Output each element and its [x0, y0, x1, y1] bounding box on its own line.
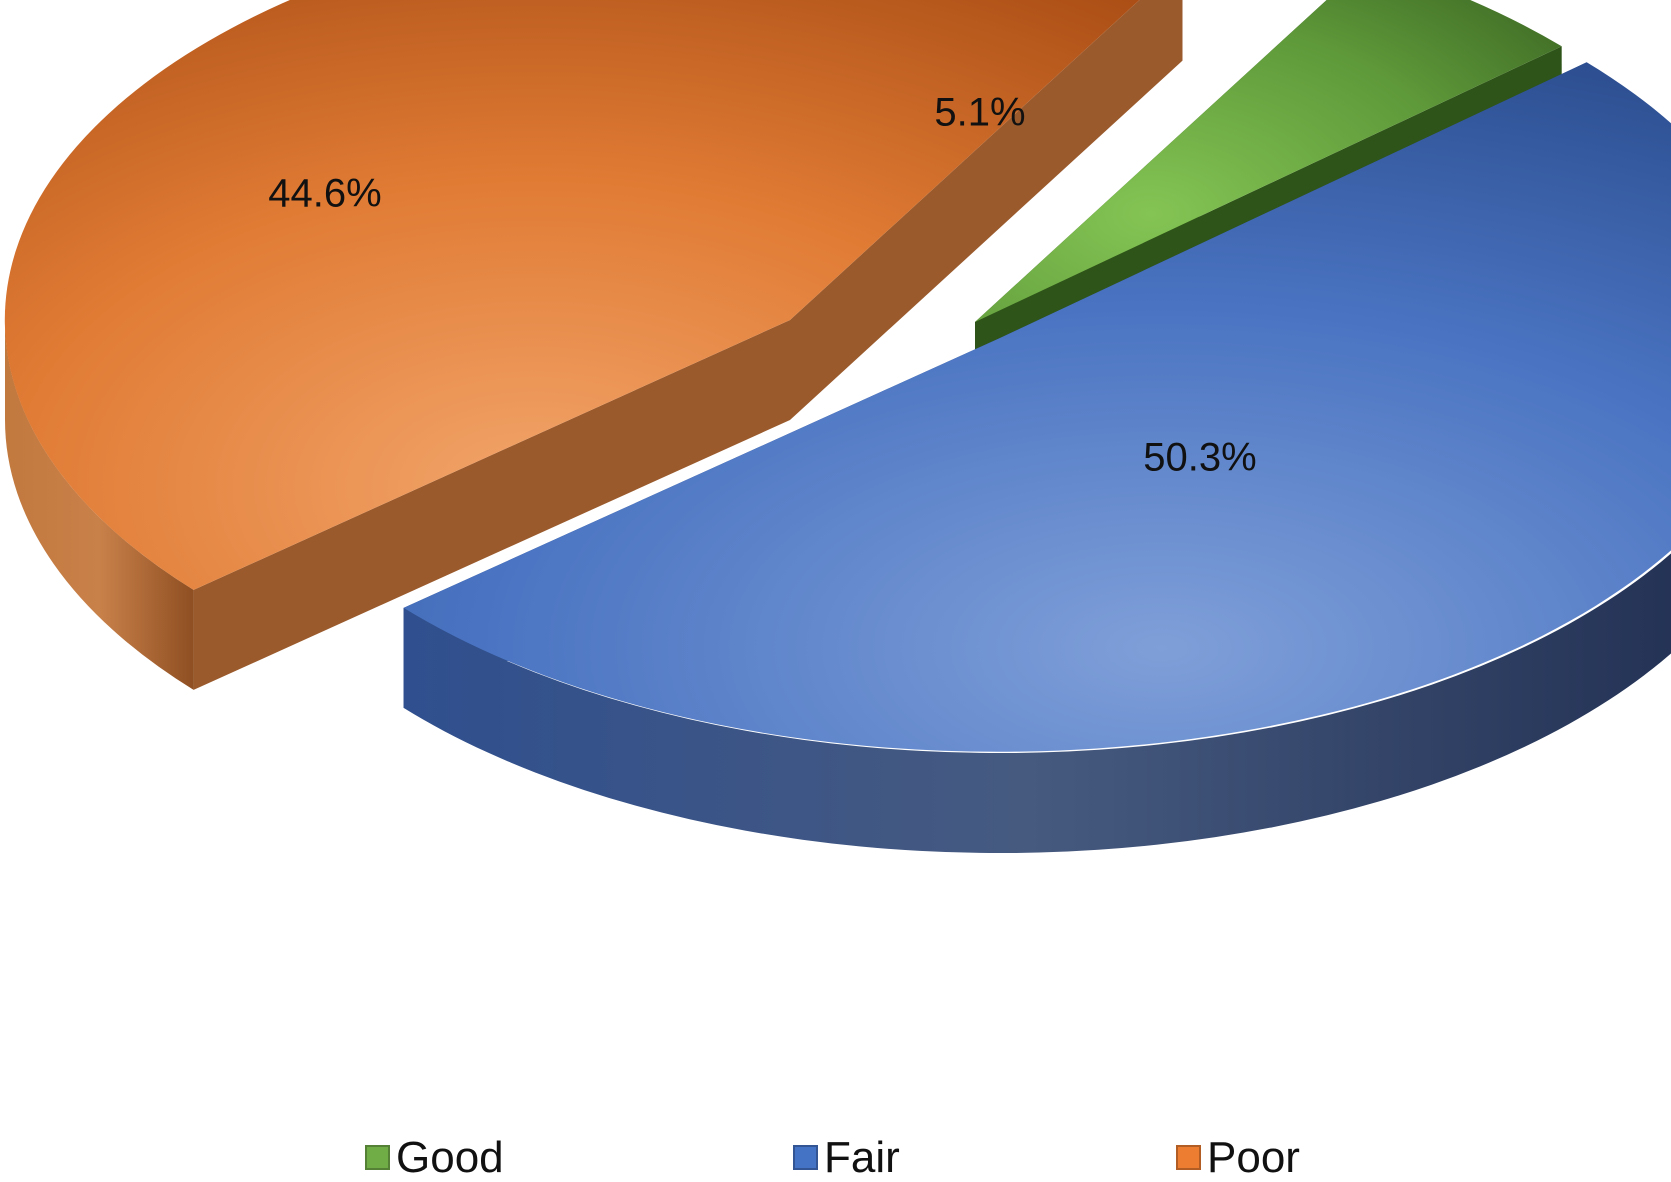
legend-swatch-fair	[793, 1145, 818, 1170]
data-label-poor: 44.6%	[268, 172, 381, 216]
pie-slice-poor-side	[4, 320, 194, 690]
legend-swatch-good	[365, 1145, 390, 1170]
pie-slice-poor-cut-face-end	[790, 0, 1183, 420]
data-label-good: 5.1%	[934, 91, 1025, 135]
legend-label-poor: Poor	[1207, 1133, 1300, 1182]
data-label-fair: 50.3%	[1143, 436, 1256, 480]
pie-slice-good-top	[975, 0, 1562, 322]
legend-item-good[interactable]: Good	[365, 1128, 504, 1180]
pie-slice-fair-side	[403, 553, 1671, 854]
pie-slice-poor-top	[4, 0, 1140, 590]
pie-slice-poor-cut-face-start	[193, 320, 791, 690]
pie-data-labels: 5.1% 50.3% 44.6%	[268, 91, 1256, 480]
legend-swatch-poor	[1176, 1145, 1201, 1170]
pie-slices	[4, 0, 1671, 854]
legend: Good Fair Poor	[0, 1128, 1671, 1180]
pie-slice-fair[interactable]	[403, 62, 1671, 854]
legend-label-fair: Fair	[824, 1133, 900, 1182]
pie-slice-poor[interactable]	[4, 0, 1183, 690]
pie-slice-fair-top	[403, 62, 1671, 752]
legend-item-poor[interactable]: Poor	[1176, 1128, 1300, 1180]
legend-label-good: Good	[396, 1133, 504, 1182]
legend-item-fair[interactable]: Fair	[793, 1128, 900, 1180]
